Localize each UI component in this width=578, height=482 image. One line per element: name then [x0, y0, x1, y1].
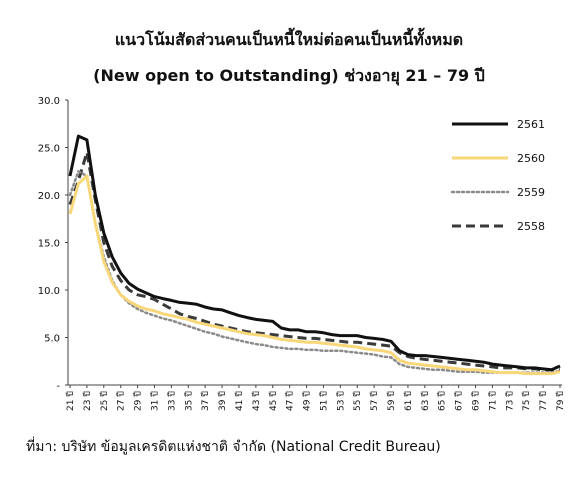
x-tick-label: 65 ปี: [437, 391, 448, 411]
x-tick-label: 39 ปี: [217, 391, 228, 411]
x-tick-label: 43 ปี: [251, 391, 262, 411]
legend: 2561 2560 2559 2558: [450, 118, 545, 233]
x-tick-label: 69 ปี: [471, 391, 482, 411]
x-tick-label: 35 ปี: [183, 391, 194, 411]
x-tick-label: 27 ปี: [116, 391, 127, 411]
series-lines: [68, 134, 562, 376]
x-tick-label: 41 ปี: [234, 391, 245, 411]
x-tick-label: 73 ปี: [504, 391, 515, 411]
x-tick-label: 75 ปี: [521, 391, 532, 411]
y-tick-label: 30.0: [38, 96, 60, 107]
x-tick-label: 23 ปี: [82, 391, 93, 411]
x-tick-label: 67 ปี: [454, 391, 465, 411]
x-tick-label: 33 ปี: [166, 391, 177, 411]
x-tick-label: 79 ปี: [555, 391, 566, 411]
x-tick-label: 31 ปี: [149, 391, 160, 411]
x-tick-labels: 21 ปี 23 ปี 25 ปี 27 ปี 29 ปี 31 ปี 33 ปี 35 ปี…: [65, 385, 566, 411]
x-tick-label: 71 ปี: [487, 391, 498, 411]
legend-label-2558: 2558: [517, 220, 545, 233]
x-tick-label: 57 ปี: [369, 391, 380, 411]
x-tick-label: 25 ปี: [99, 391, 110, 411]
x-tick-label: 55 ปี: [352, 391, 363, 411]
series-line-2558: [68, 150, 560, 372]
series-line-2560: [68, 174, 561, 376]
x-tick-label: 21 ปี: [65, 391, 76, 411]
x-tick-label: 49 ปี: [302, 391, 313, 411]
y-tick-label: 25.0: [38, 144, 60, 155]
x-tick-label: 53 ปี: [335, 391, 346, 411]
legend-label-2560: 2560: [517, 152, 545, 165]
x-tick-label: 77 ปี: [538, 391, 549, 411]
y-tick-label: 15.0: [38, 239, 60, 250]
x-tick-label: 63 ปี: [420, 391, 431, 411]
x-tick-label: 61 ปี: [403, 391, 414, 411]
y-tick-label: 20.0: [38, 191, 60, 202]
legend-label-2561: 2561: [517, 118, 545, 131]
source-note: ที่มา: บริษัท ข้อมูลเครดิตแห่งชาติ จำกัด…: [26, 439, 441, 455]
x-tick-label: 29 ปี: [133, 391, 144, 411]
y-tick-label: 5.0: [44, 334, 60, 345]
y-tick-labels: 30.0 25.0 20.0 15.0 10.0 5.0 -: [38, 96, 68, 392]
x-tick-label: 37 ปี: [200, 391, 211, 411]
x-tick-label: 51 ปี: [318, 391, 329, 411]
chart-subtitle: (New open to Outstanding) ช่วงอายุ 21 – …: [93, 66, 485, 85]
chart-title: แนวโน้มสัดส่วนคนเป็นหนี้ใหม่ต่อคนเป็นหนี…: [114, 30, 464, 49]
legend-label-2559: 2559: [517, 186, 545, 199]
series-line-2559: [68, 170, 562, 374]
x-tick-label: 59 ปี: [386, 391, 397, 411]
y-tick-label: 10.0: [38, 286, 60, 297]
series-line-2561: [68, 134, 561, 372]
x-tick-label: 45 ปี: [268, 391, 279, 411]
y-tick-label: -: [56, 381, 60, 392]
x-tick-label: 47 ปี: [285, 391, 296, 411]
